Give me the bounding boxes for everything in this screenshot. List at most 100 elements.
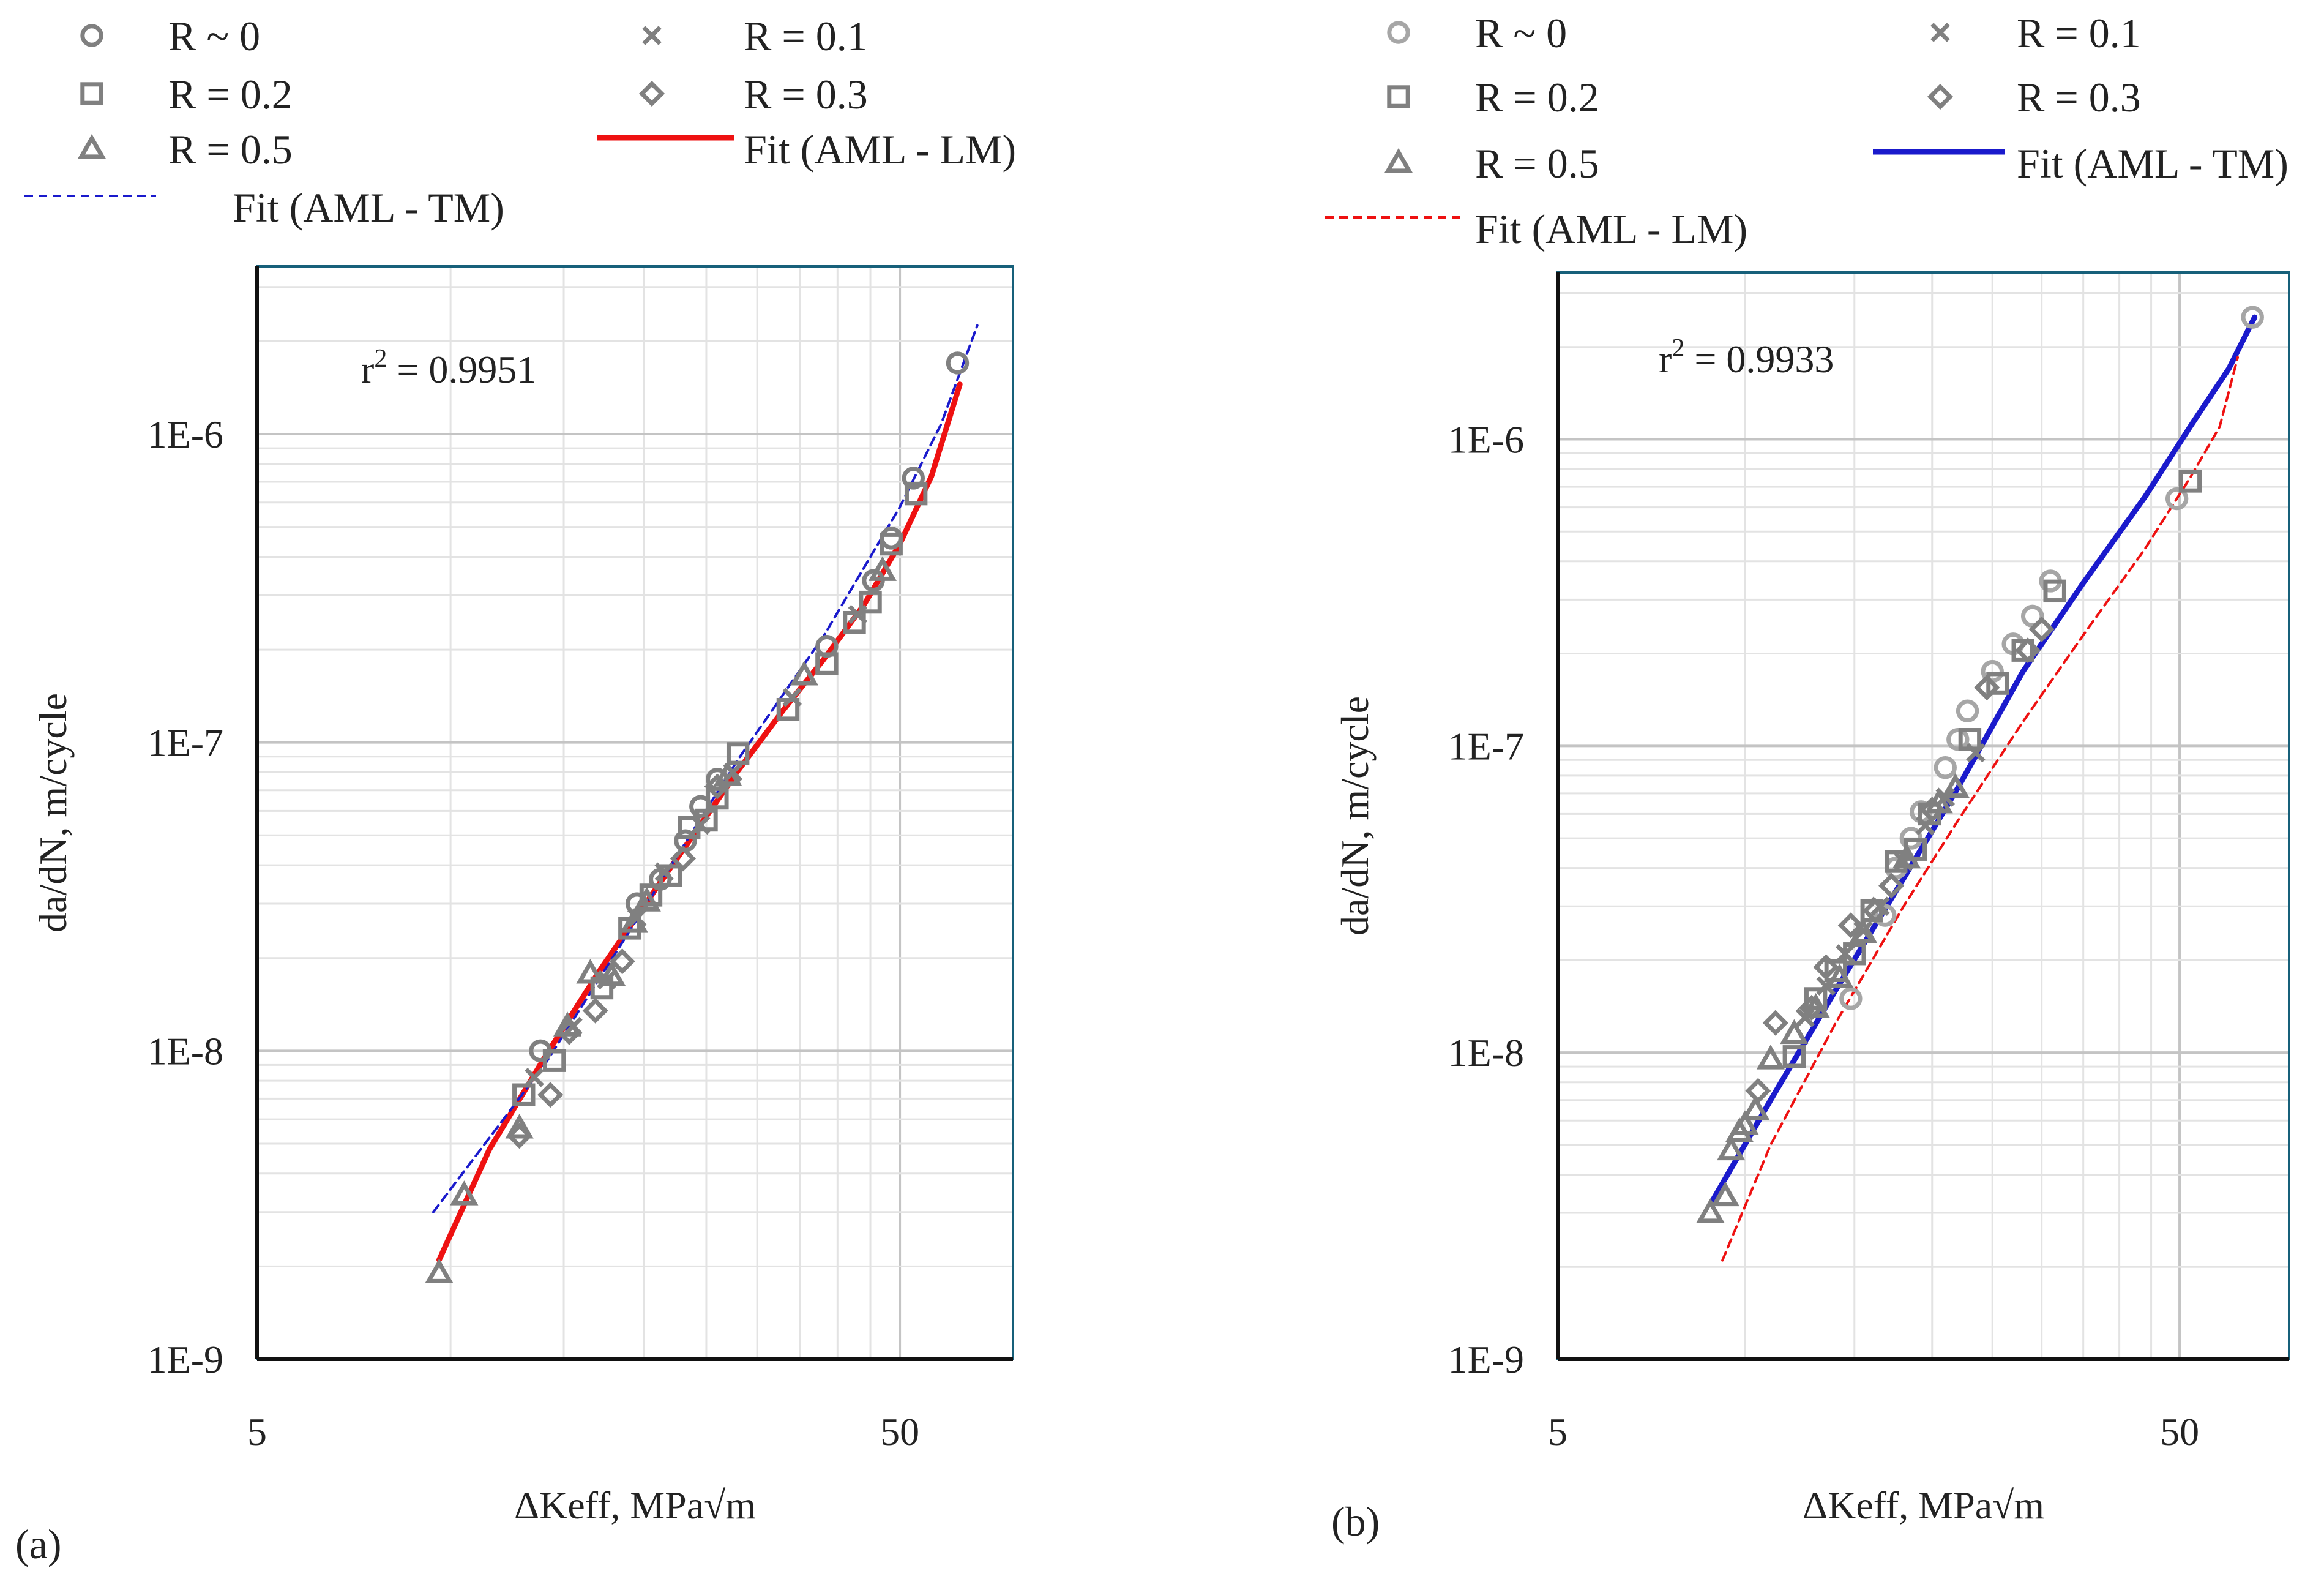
data-point-r-0-2 [695,808,718,832]
data-point-r-0-2 [2011,639,2034,662]
data-point-r-0-3 [1919,797,1945,823]
y-tick-label-1e-6: 1E-6 [1448,418,1524,461]
data-point-r-0 [946,351,970,375]
legend-item-r-0-3: R = 0.3 [638,71,868,118]
legend-label-r-0-2: R = 0.2 [1475,74,1599,121]
data-point-r-0-2 [1804,987,1828,1010]
panel-b: 5 50 1E-9 1E-8 1E-7 1E-6 ΔKeff, MPa√m da/dN, m/… [1325,10,2290,1545]
data-point-r-0 [1874,904,1897,927]
series-r-0-5 [1696,773,1970,1223]
data-point-r-0-3 [1745,1078,1771,1104]
panel-a-y-axis-title: da/dN, m/cycle [31,693,75,932]
data-point-r-0-5 [1730,1110,1760,1135]
legend-marker-r-0-2 [1387,85,1410,108]
panel-a-gridlines [257,266,1013,1359]
legend-item-r-0-1: R = 0.1 [642,13,868,59]
data-point-r-0 [1934,756,1957,779]
data-point-r-0-5 [713,760,742,786]
legend-label-r-0-3: R = 0.3 [2017,74,2141,121]
data-point-r-0-3 [582,997,608,1024]
legend-item-r-0: R ~ 0 [1387,10,1567,56]
data-point-r-0-2 [776,697,800,721]
legend-label-r-0-5: R = 0.5 [168,126,293,173]
data-point-r-0-2 [1824,959,1848,983]
panel-a-legend: R ~ 0 R = 0.1 R = 0.2 R = 0.3 R = 0.5 Fit (AM… [24,13,1016,231]
data-point-r-0-5 [1801,992,1830,1018]
legend-item-fit-aml-tm: Fit (AML - TM) [24,184,504,231]
x-tick-label-5: 5 [247,1410,267,1453]
data-point-r-0-2 [1843,942,1866,966]
data-point-r-0 [1839,987,1863,1010]
legend-label-fit-aml-tm: Fit (AML - TM) [233,184,504,231]
data-point-r-0-5 [450,1180,479,1206]
legend-marker-r-0-1 [1930,23,1950,42]
data-point-r-0-5 [1717,1135,1746,1161]
data-point-r-0-2 [726,742,750,765]
data-point-r-0-5 [619,908,649,933]
data-point-r-0-2 [815,652,839,675]
data-point-r-0-5 [1924,788,1953,814]
legend-item-r-0-3: R = 0.3 [1927,74,2141,121]
data-point-r-0 [880,527,903,550]
legend-item-r-0-5: R = 0.5 [77,126,293,173]
data-point-r-0-5 [1696,1198,1725,1223]
panel-b-label: (b) [1331,1498,1380,1545]
legend-item-r-0-2: R = 0.2 [1387,74,1599,121]
y-tick-label-1e-9: 1E-9 [148,1338,223,1381]
panel-b-legend: R ~ 0 R = 0.1 R = 0.2 R = 0.3 R = 0.5 Fit (AM… [1325,10,2289,252]
x-tick-label-5: 5 [1548,1410,1567,1453]
data-point-r-0-2 [1782,1045,1806,1068]
series-r-0 [529,351,970,1063]
data-point-r-0-3 [1762,1010,1788,1036]
data-point-r-0-2 [1958,728,1982,751]
legend-label-r-0-1: R = 0.1 [744,13,868,59]
legend-label-fit-aml-lm: Fit (AML - LM) [1475,206,1747,252]
legend-label-r-0-1: R = 0.1 [2017,10,2141,56]
data-point-r-0-5 [1741,1095,1770,1120]
data-point-r-0-3 [1813,954,1839,980]
data-point-r-0-5 [1825,963,1854,988]
data-point-r-0 [1956,699,1979,722]
data-point-r-0-5 [425,1258,454,1283]
legend-label-r-0-5: R = 0.5 [1475,140,1599,187]
legend-marker-r-0-5 [77,133,106,159]
data-point-r-0-5 [1892,843,1921,869]
data-point-r-0 [1946,728,1970,751]
data-point-r-0-2 [639,883,663,907]
y-tick-label-1e-7: 1E-7 [148,721,223,765]
data-point-r-0-2 [880,532,903,556]
data-point-r-0-2 [512,1083,536,1106]
data-point-r-0 [902,467,925,490]
data-point-r-0-2 [904,482,928,506]
series-r-0-2 [512,482,928,1106]
y-tick-label-1e-8: 1E-8 [148,1029,223,1073]
legend-marker-r-0-5 [1384,148,1413,173]
y-tick-label-1e-9: 1E-9 [1448,1338,1524,1381]
series-r-0-5 [425,556,897,1283]
data-point-r-0-2 [1986,672,2009,695]
legend-marker-r-0-1 [642,26,662,45]
legend-item-r-0-1: R = 0.1 [1930,10,2141,56]
data-point-r-0-2 [2178,470,2202,493]
data-point-r-0-2 [843,610,866,634]
data-point-r-0-5 [553,1011,582,1037]
data-point-r-0-5 [632,887,661,912]
panel-b-gridlines [1558,272,2289,1359]
legend-label-r-0: R ~ 0 [168,13,260,59]
x-tick-label-50: 50 [2160,1410,2199,1453]
data-point-r-0-2 [706,786,729,810]
data-point-r-0-2 [542,1049,566,1072]
data-point-r-0 [2241,306,2264,329]
data-point-r-0-5 [1941,773,1970,798]
legend-item-r-0-2: R = 0.2 [80,71,293,118]
fit-line-fit-aml-tm [1708,314,2258,1207]
legend-item-r-0-5: R = 0.5 [1384,140,1599,187]
data-point-r-0-2 [859,590,882,614]
data-point-r-0-3 [1974,674,2000,701]
data-point-r-0-1 [525,1067,544,1087]
legend-marker-r-0-2 [80,82,103,105]
data-point-r-0-5 [597,961,626,986]
panel-b-y-axis-title: da/dN, m/cycle [1333,696,1377,936]
data-point-r-0 [2021,604,2044,628]
